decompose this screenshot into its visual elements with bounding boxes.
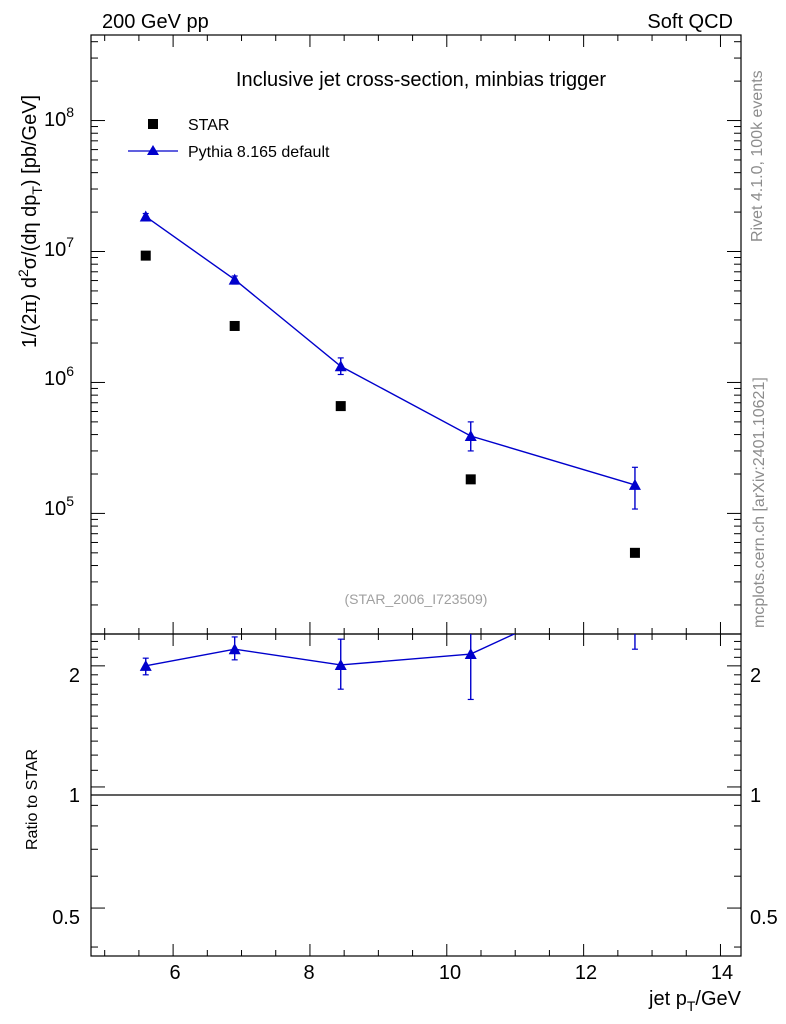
main-y-tick-labels: 105 106 107 108 bbox=[44, 104, 74, 520]
legend-star-marker bbox=[148, 119, 158, 129]
legend: STAR Pythia 8.165 default bbox=[128, 117, 330, 161]
ytick-label-1e5: 105 bbox=[44, 493, 74, 520]
xtick-label-10: 10 bbox=[439, 962, 461, 984]
pythia-data-point bbox=[464, 430, 477, 442]
xtick-label-14: 14 bbox=[711, 962, 733, 984]
ratio-data-point bbox=[139, 659, 152, 671]
xtick-label-6: 6 bbox=[169, 962, 180, 984]
main-x-ticks bbox=[104, 35, 721, 634]
legend-pythia-marker bbox=[147, 145, 159, 155]
main-y-ticks bbox=[91, 41, 741, 606]
mcplots-label: mcplots.cern.ch [arXiv:2401.10621] bbox=[751, 377, 768, 628]
xtick-label-8: 8 bbox=[303, 962, 314, 984]
ratio-ytick-1-right: 1 bbox=[750, 785, 761, 807]
ratio-y-tick-labels: 0.5 1 2 0.5 1 2 bbox=[52, 665, 778, 929]
ytick-label-1e8: 108 bbox=[44, 104, 74, 131]
ratio-y-ticks bbox=[91, 640, 741, 948]
ratio-y-axis-label: Ratio to STAR bbox=[24, 749, 41, 850]
header-right: Soft QCD bbox=[647, 11, 733, 33]
pythia-data-point bbox=[139, 210, 152, 222]
ratio-data-point bbox=[629, 572, 641, 583]
ratio-data-layer bbox=[139, 572, 641, 701]
main-data-layer bbox=[139, 210, 641, 558]
legend-pythia-label: Pythia 8.165 default bbox=[188, 144, 330, 161]
x-axis-label: jet pT/GeV bbox=[648, 988, 742, 1014]
pythia-data-point bbox=[228, 273, 241, 285]
analysis-watermark: (STAR_2006_I723509) bbox=[345, 591, 488, 607]
pythia-data-point bbox=[334, 360, 347, 372]
ratio-data-point bbox=[228, 643, 241, 655]
main-y-axis-label: 1/(2π) d2σ/(dη dpT) [pb/GeV] bbox=[15, 95, 45, 348]
ytick-label-1e7: 107 bbox=[44, 234, 74, 261]
ratio-ytick-0.5-right: 0.5 bbox=[750, 907, 778, 929]
pythia-data-point bbox=[628, 478, 641, 490]
ratio-ytick-2-left: 2 bbox=[69, 665, 80, 687]
star-data-point bbox=[465, 474, 476, 485]
xtick-label-12: 12 bbox=[575, 962, 597, 984]
ratio-ytick-2-right: 2 bbox=[750, 665, 761, 687]
ratio-data-point bbox=[464, 648, 477, 660]
ratio-ytick-0.5-left: 0.5 bbox=[52, 907, 80, 929]
star-data-point bbox=[140, 250, 151, 261]
star-data-point bbox=[335, 401, 346, 412]
chart-title: Inclusive jet cross-section, minbias tri… bbox=[236, 69, 606, 91]
pythia-line bbox=[145, 215, 636, 486]
header-left: 200 GeV pp bbox=[102, 11, 209, 33]
x-tick-labels: 6 8 10 12 14 bbox=[169, 962, 733, 984]
legend-star-label: STAR bbox=[188, 117, 229, 134]
rivet-label: Rivet 4.1.0, 100k events bbox=[749, 70, 766, 242]
star-data-point bbox=[229, 320, 240, 331]
ratio-x-ticks bbox=[104, 634, 721, 956]
star-data-point bbox=[629, 547, 640, 558]
ytick-label-1e6: 106 bbox=[44, 363, 74, 390]
ratio-ytick-1-left: 1 bbox=[69, 785, 80, 807]
ratio-data-point bbox=[334, 658, 347, 670]
